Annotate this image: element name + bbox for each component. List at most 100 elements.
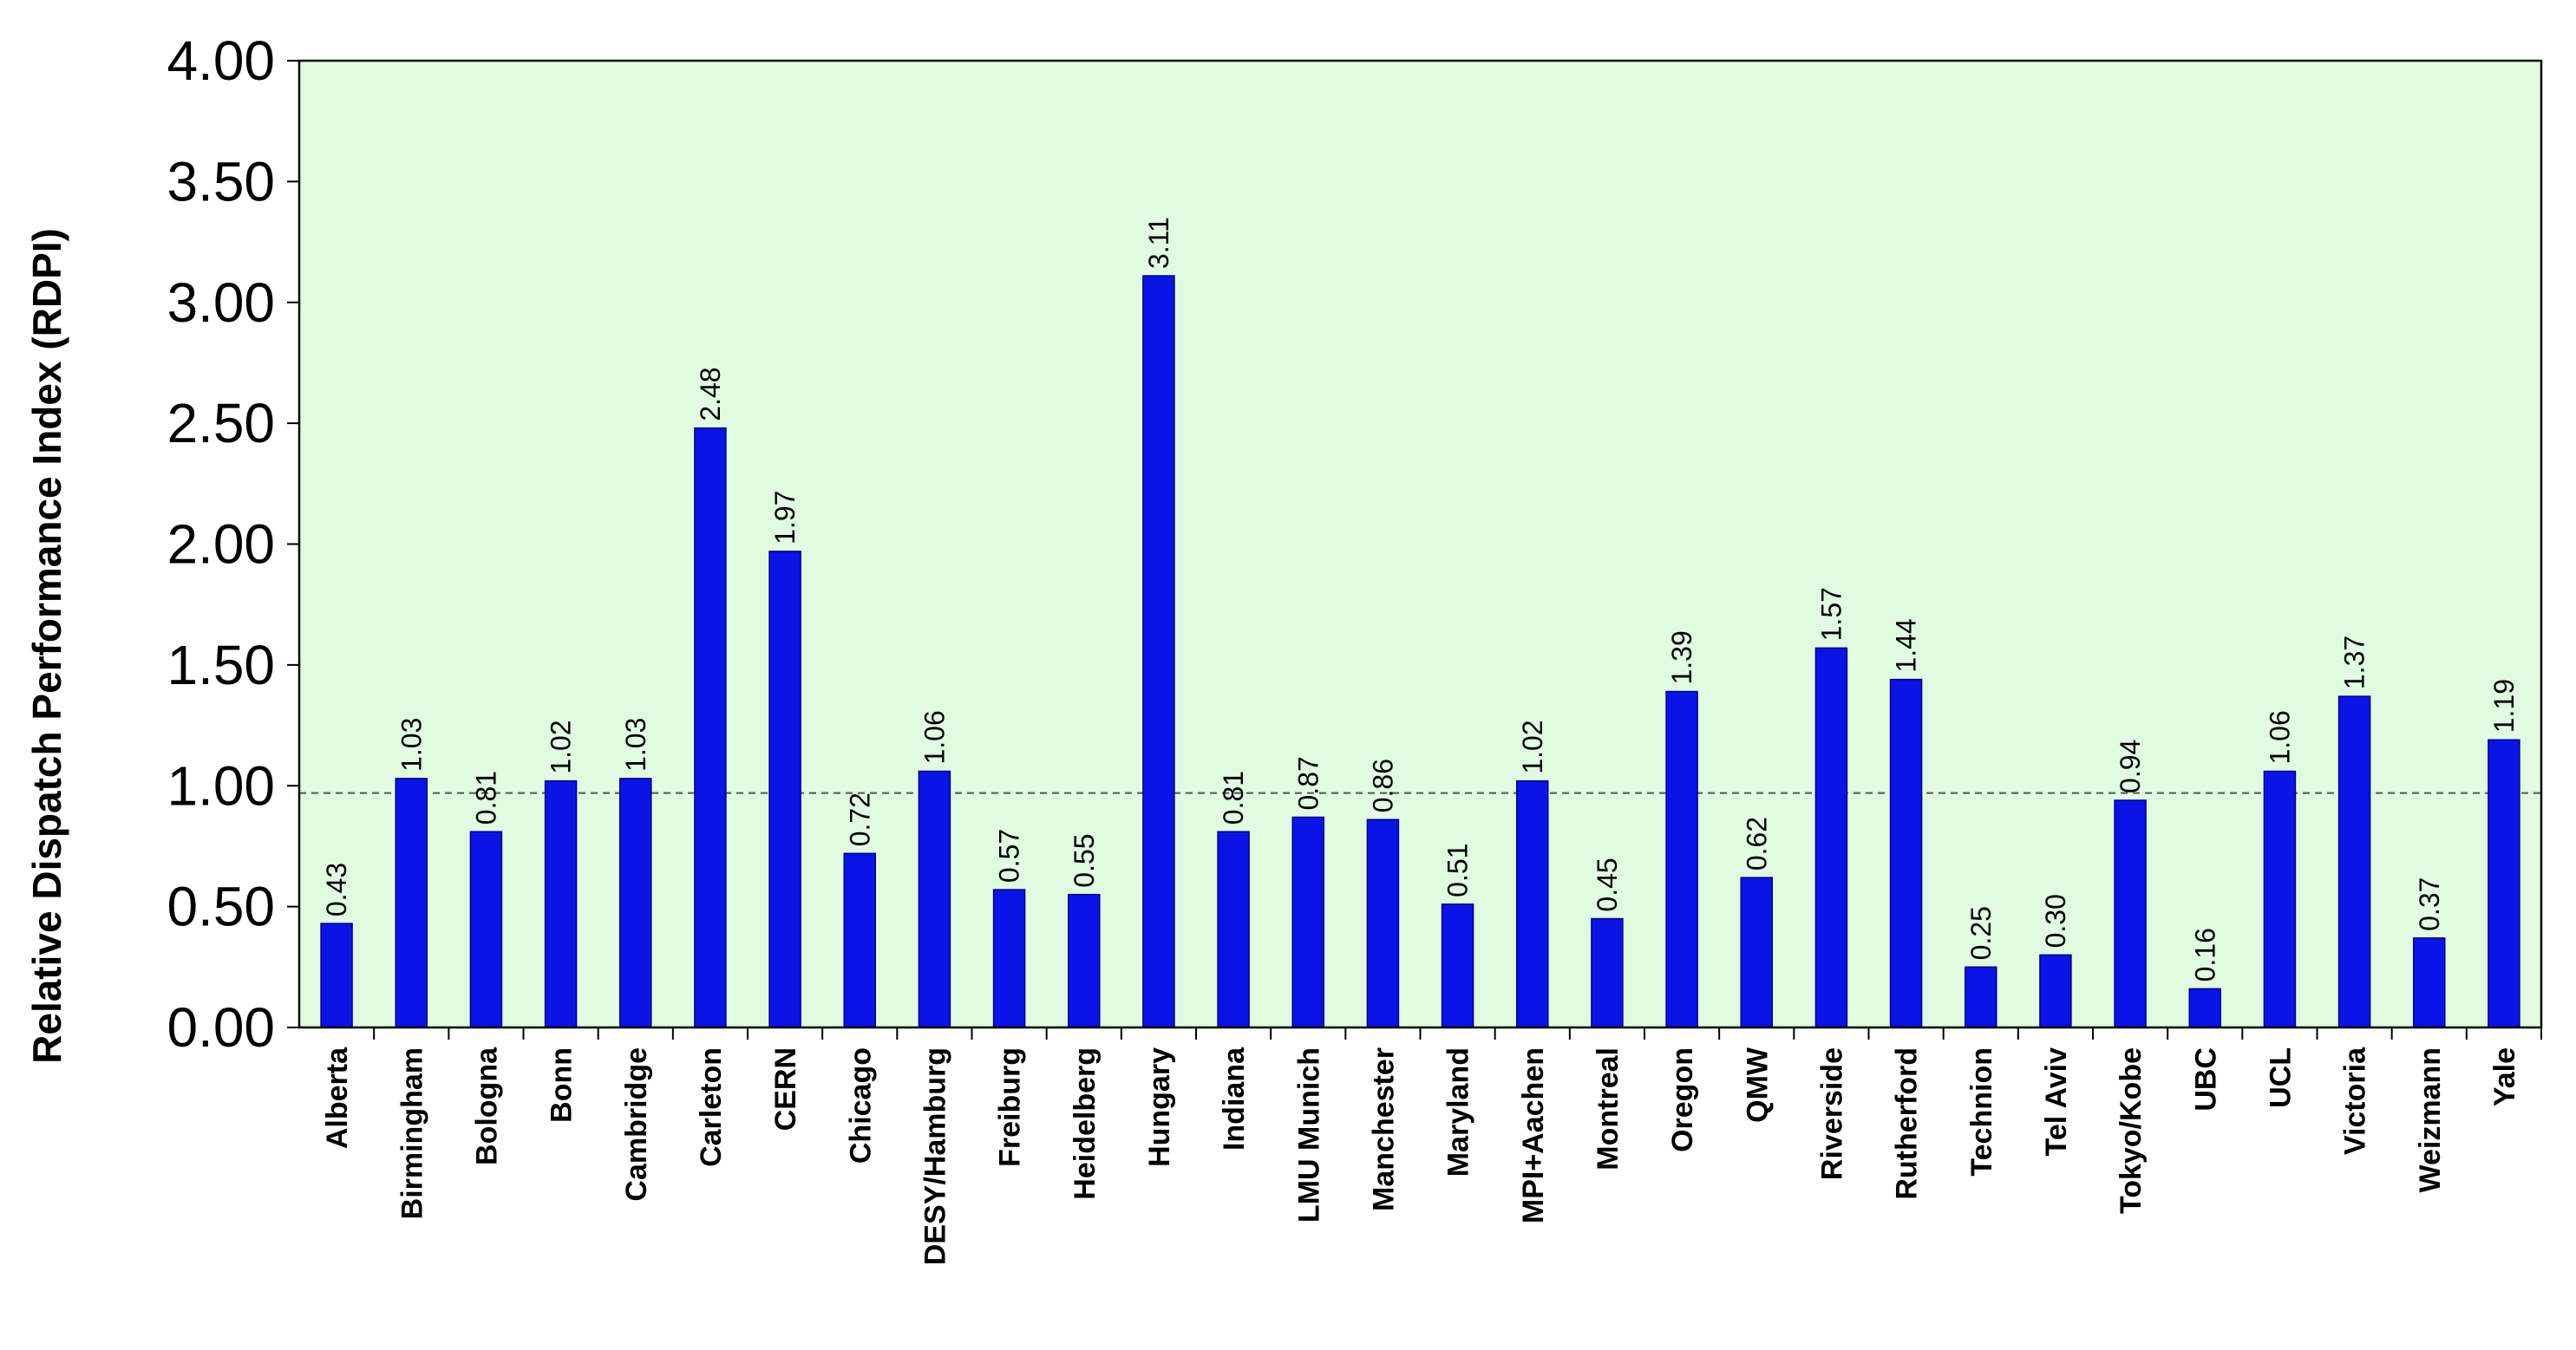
bar [1142,275,1175,1028]
y-tick-label: 1.00 [167,754,275,817]
x-tick-label: Freiburg [994,1047,1027,1167]
x-tick-label: UCL [2264,1047,2297,1108]
data-label: 1.06 [919,710,950,764]
data-label: 1.19 [2488,679,2520,733]
y-tick-label: 0.50 [167,876,275,938]
x-tick-label: Weizmann [2414,1047,2447,1193]
x-tick-label: Tokyo/Kobe [2115,1047,2148,1214]
data-label: 1.57 [1815,587,1847,641]
x-tick-label: Bologna [470,1047,503,1165]
data-label: 0.94 [2115,740,2146,793]
bar [2263,770,2297,1028]
bar [1291,816,1324,1028]
x-tick-label: Chicago [844,1047,877,1164]
y-tick-label: 0.00 [167,996,275,1059]
data-label: 0.81 [470,771,501,825]
bar [2488,739,2520,1028]
x-tick-label: Manchester [1367,1047,1400,1211]
bar [2188,988,2221,1028]
data-label: 1.39 [1666,630,1697,684]
bar [544,779,578,1028]
bar [1591,917,1624,1028]
y-axis-title: Relative Dispatch Performance Index (RDP… [24,228,69,1064]
bar [320,923,353,1028]
bar [2039,954,2072,1028]
data-label: 0.43 [321,863,352,916]
x-tick-label: LMU Munich [1292,1047,1325,1223]
data-label: 0.72 [844,792,875,846]
data-label: 0.16 [2189,928,2220,982]
x-tick-label: Hungary [1143,1047,1176,1167]
bar [2114,799,2147,1028]
x-tick-label: Yale [2488,1047,2521,1106]
data-label: 0.87 [1292,756,1324,810]
x-tick-label: Carleton [695,1047,728,1167]
bar [694,427,727,1028]
bar [768,551,801,1028]
x-tick-label: MPI+Aachen [1517,1047,1550,1223]
data-label: 1.37 [2339,636,2370,689]
y-tick-label: 3.50 [167,150,275,212]
x-tick-label: Rutherford [1891,1047,1924,1200]
data-label: 0.55 [1069,833,1100,887]
bar [1740,877,1773,1028]
bar [1814,647,1848,1028]
x-tick-label: UBC [2189,1047,2222,1112]
bar [918,770,951,1028]
plot-frame [297,59,2543,1029]
data-label: 0.37 [2414,877,2445,931]
data-label: 1.03 [396,718,427,772]
data-label: 1.06 [2264,710,2295,764]
bar [469,831,503,1028]
y-tick-label: 2.00 [167,513,275,576]
data-label: 1.03 [620,718,651,772]
y-tick-label: 1.50 [167,634,275,696]
data-label: 0.51 [1442,844,1474,897]
bar [1366,818,1400,1028]
data-label: 0.45 [1592,858,1623,911]
x-tick-label: QMW [1741,1047,1774,1123]
data-label: 0.81 [1218,771,1249,825]
data-label: 1.02 [1517,720,1548,773]
bar [1516,779,1549,1028]
bar [619,778,652,1028]
data-label: 0.62 [1741,817,1772,871]
bar [2337,695,2371,1028]
x-tick-label: Victoria [2339,1047,2372,1155]
data-label: 0.57 [994,829,1025,883]
x-tick-label: Tel Aviv [2040,1047,2073,1156]
y-tick-label: 3.00 [167,271,275,334]
x-tick-label: Birmingham [396,1047,428,1219]
data-label: 0.86 [1367,759,1398,812]
plot-area [299,61,2541,1027]
x-tick-label: Maryland [1442,1047,1475,1177]
data-label: 0.25 [1965,906,1997,960]
x-tick-label: DESY/Hamburg [919,1047,951,1265]
data-label: 2.48 [695,367,726,421]
data-label: 1.44 [1891,618,1922,672]
bar [395,778,428,1028]
x-tick-label: Riverside [1815,1047,1848,1180]
x-tick-label: CERN [769,1047,802,1131]
bar [1889,678,1923,1028]
data-label: 1.02 [546,720,577,773]
y-tick-label: 2.50 [167,392,275,454]
bar [1665,690,1698,1028]
bar [1068,893,1101,1028]
bar [2413,937,2446,1028]
bar [992,889,1026,1028]
x-tick-label: Indiana [1218,1047,1251,1151]
x-tick-label: Oregon [1666,1047,1699,1152]
y-tick-label: 4.00 [167,29,275,92]
bar [1441,903,1474,1028]
data-label: 3.11 [1143,217,1174,269]
x-tick-label: Technion [1965,1047,1998,1177]
data-label: 0.30 [2040,894,2071,948]
bar [1217,831,1250,1028]
x-tick-label: Heidelberg [1069,1047,1102,1200]
data-label: 1.97 [769,491,801,545]
x-tick-label: Cambridge [620,1047,653,1202]
x-tick-label: Bonn [546,1047,579,1123]
x-tick-label: Alberta [321,1047,354,1149]
